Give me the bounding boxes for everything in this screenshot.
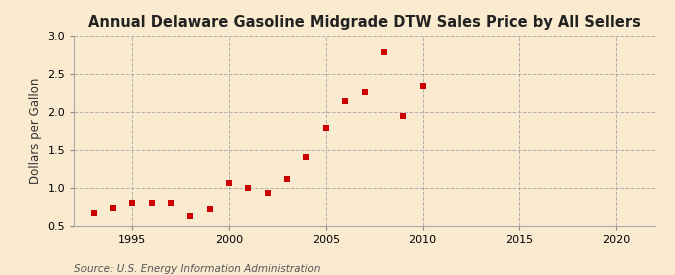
Point: [379, 50, 389, 55]
Point: [88, 210, 99, 215]
Point: [146, 200, 157, 205]
Point: [417, 84, 428, 88]
Point: [185, 214, 196, 219]
Point: [127, 200, 138, 205]
Point: [398, 114, 408, 119]
Point: [301, 155, 312, 160]
Point: [321, 125, 331, 130]
Point: [359, 90, 370, 94]
Text: Source: U.S. Energy Information Administration: Source: U.S. Energy Information Administ…: [74, 264, 321, 274]
Point: [243, 185, 254, 190]
Point: [165, 200, 176, 205]
Point: [107, 206, 118, 210]
Title: Annual Delaware Gasoline Midgrade DTW Sales Price by All Sellers: Annual Delaware Gasoline Midgrade DTW Sa…: [88, 15, 641, 31]
Point: [205, 207, 215, 211]
Y-axis label: Dollars per Gallon: Dollars per Gallon: [29, 78, 42, 184]
Point: [340, 99, 350, 103]
Point: [281, 177, 292, 182]
Point: [223, 181, 234, 185]
Point: [263, 191, 273, 195]
